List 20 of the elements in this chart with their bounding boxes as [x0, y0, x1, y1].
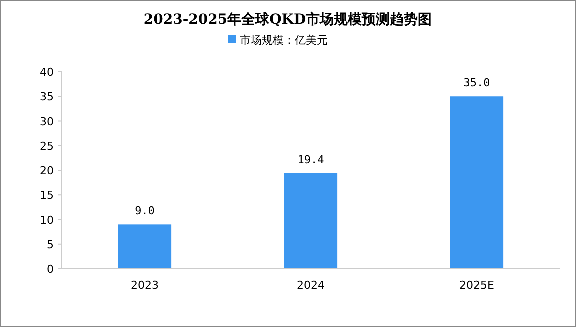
data-label: 19.4: [298, 153, 325, 166]
y-tick-label: 35: [40, 90, 54, 104]
y-tick-label: 40: [40, 66, 54, 79]
y-tick-label: 30: [40, 115, 54, 128]
y-tick-label: 5: [47, 238, 54, 252]
x-tick-label: 2025E: [460, 279, 495, 292]
x-tick-label: 2023: [131, 279, 159, 292]
legend-label: 市场规模：亿美元: [240, 34, 328, 47]
chart-title: 2023-2025年全球QKD市场规模预测趋势图: [144, 11, 432, 28]
y-tick-label: 20: [40, 164, 54, 178]
data-label: 35.0: [464, 76, 490, 90]
y-tick-label: 0: [47, 263, 54, 276]
data-label: 9.0: [135, 204, 155, 218]
y-tick-label: 10: [40, 214, 54, 227]
y-tick-label: 25: [40, 140, 54, 153]
bar: [450, 96, 504, 269]
bar: [118, 224, 172, 269]
bar: [284, 173, 338, 269]
x-tick-label: 2024: [297, 279, 325, 292]
y-tick-label: 15: [40, 189, 54, 202]
